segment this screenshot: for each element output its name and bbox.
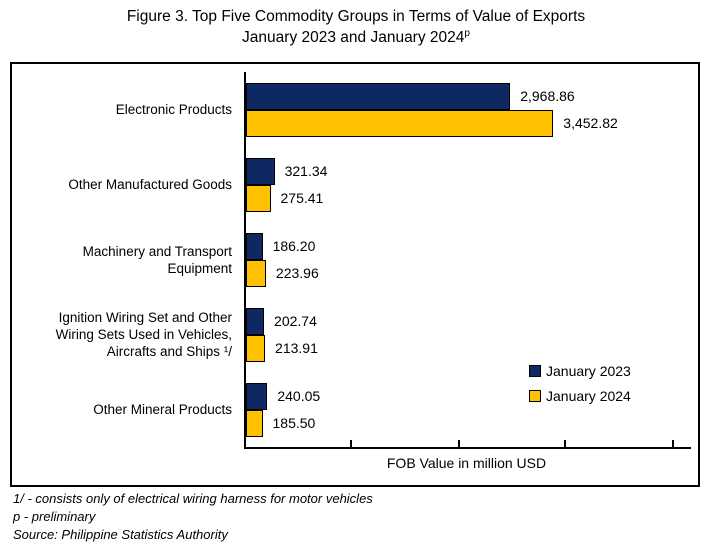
figure-title-line1: Figure 3. Top Five Commodity Groups in T…	[126, 8, 586, 25]
legend-swatch-january-2023	[529, 365, 541, 377]
x-axis-tick	[672, 440, 674, 447]
category-label-other-mineral: Other Mineral Products	[93, 402, 232, 417]
bar-group-electronic-products: 2,968.86 3,452.82	[246, 72, 691, 147]
value-label-jan2023-other-mineral: 240.05	[277, 388, 321, 404]
bar-jan2023-other-mineral	[246, 382, 268, 410]
bar-group-ignition-wiring: 202.74 213.91	[246, 297, 691, 372]
legend-label-january-2024: January 2024	[546, 388, 631, 404]
bar-row: 240.05	[246, 382, 691, 410]
legend: January 2023 January 2024	[529, 363, 631, 404]
figure-title: Figure 3. Top Five Commodity Groups in T…	[0, 6, 712, 48]
footnote-source: Source: Philippine Statistics Authority	[13, 527, 228, 542]
legend-swatch-january-2024	[529, 390, 541, 402]
value-label-jan2024-other-mineral: 185.50	[272, 415, 316, 431]
value-label-jan2023-electronic-products: 2,968.86	[520, 88, 575, 104]
bar-group-other-mineral: 240.05 185.50	[246, 372, 691, 447]
footnotes: 1/ - consists only of electrical wiring …	[13, 490, 373, 544]
bar-jan2024-machinery-transport	[246, 259, 266, 287]
bar-row: 213.91	[246, 334, 691, 362]
bar-group-other-manufactured: 321.34 275.41	[246, 147, 691, 222]
value-label-jan2023-machinery-transport: 186.20	[272, 238, 316, 254]
value-label-jan2024-ignition-wiring: 213.91	[275, 340, 318, 356]
bar-jan2024-other-manufactured	[246, 184, 271, 212]
bar-jan2024-ignition-wiring	[246, 334, 266, 362]
bar-row: 321.34	[246, 157, 691, 185]
value-label-jan2023-ignition-wiring: 202.74	[274, 313, 317, 329]
value-label-jan2024-other-manufactured: 275.41	[280, 190, 324, 206]
bar-row: 3,452.82	[246, 109, 691, 137]
bar-group-machinery-transport: 186.20 223.96	[246, 222, 691, 297]
footnote-wiring-harness: 1/ - consists only of electrical wiring …	[13, 491, 373, 506]
legend-item-january-2024: January 2024	[529, 388, 631, 404]
footnote-preliminary: p - preliminary	[13, 509, 96, 524]
bar-row: 2,968.86	[246, 82, 691, 110]
bar-jan2023-machinery-transport	[246, 232, 263, 260]
x-axis-tick	[458, 440, 460, 447]
x-axis-title: FOB Value in million USD	[386, 455, 547, 471]
bar-row: 223.96	[246, 259, 691, 287]
bar-row: 275.41	[246, 184, 691, 212]
bar-jan2023-ignition-wiring	[246, 307, 265, 335]
legend-item-january-2023: January 2023	[529, 363, 631, 379]
bar-jan2023-other-manufactured	[246, 157, 275, 185]
chart-area: Electronic Products Other Manufactured G…	[10, 62, 700, 487]
value-label-jan2023-other-manufactured: 321.34	[284, 163, 328, 179]
bar-row: 202.74	[246, 307, 691, 335]
category-label-ignition-wiring: Ignition Wiring Set and Other Wiring Set…	[55, 310, 232, 359]
bar-row: 186.20	[246, 232, 691, 260]
category-label-machinery-transport: Machinery and Transport Equipment	[82, 243, 232, 276]
category-label-electronic-products: Electronic Products	[115, 102, 232, 117]
value-label-jan2024-machinery-transport: 223.96	[275, 265, 319, 281]
bar-jan2024-other-mineral	[246, 409, 263, 437]
category-label-other-manufactured: Other Manufactured Goods	[68, 177, 232, 192]
x-axis-tick	[350, 440, 352, 447]
value-label-jan2024-electronic-products: 3,452.82	[563, 115, 618, 131]
figure-title-line2-main: January 2023 and January 2024	[242, 29, 465, 46]
legend-label-january-2023: January 2023	[546, 363, 631, 379]
figure-title-line2: January 2023 and January 2024p	[0, 27, 712, 48]
plot-area: 2,968.86 3,452.82 321.34 275.41	[244, 72, 691, 449]
bar-row: 185.50	[246, 409, 691, 437]
x-axis-tick	[564, 440, 566, 447]
bar-jan2024-electronic-products	[246, 109, 554, 137]
preliminary-superscript: p	[464, 27, 470, 39]
bar-jan2023-electronic-products	[246, 82, 511, 110]
